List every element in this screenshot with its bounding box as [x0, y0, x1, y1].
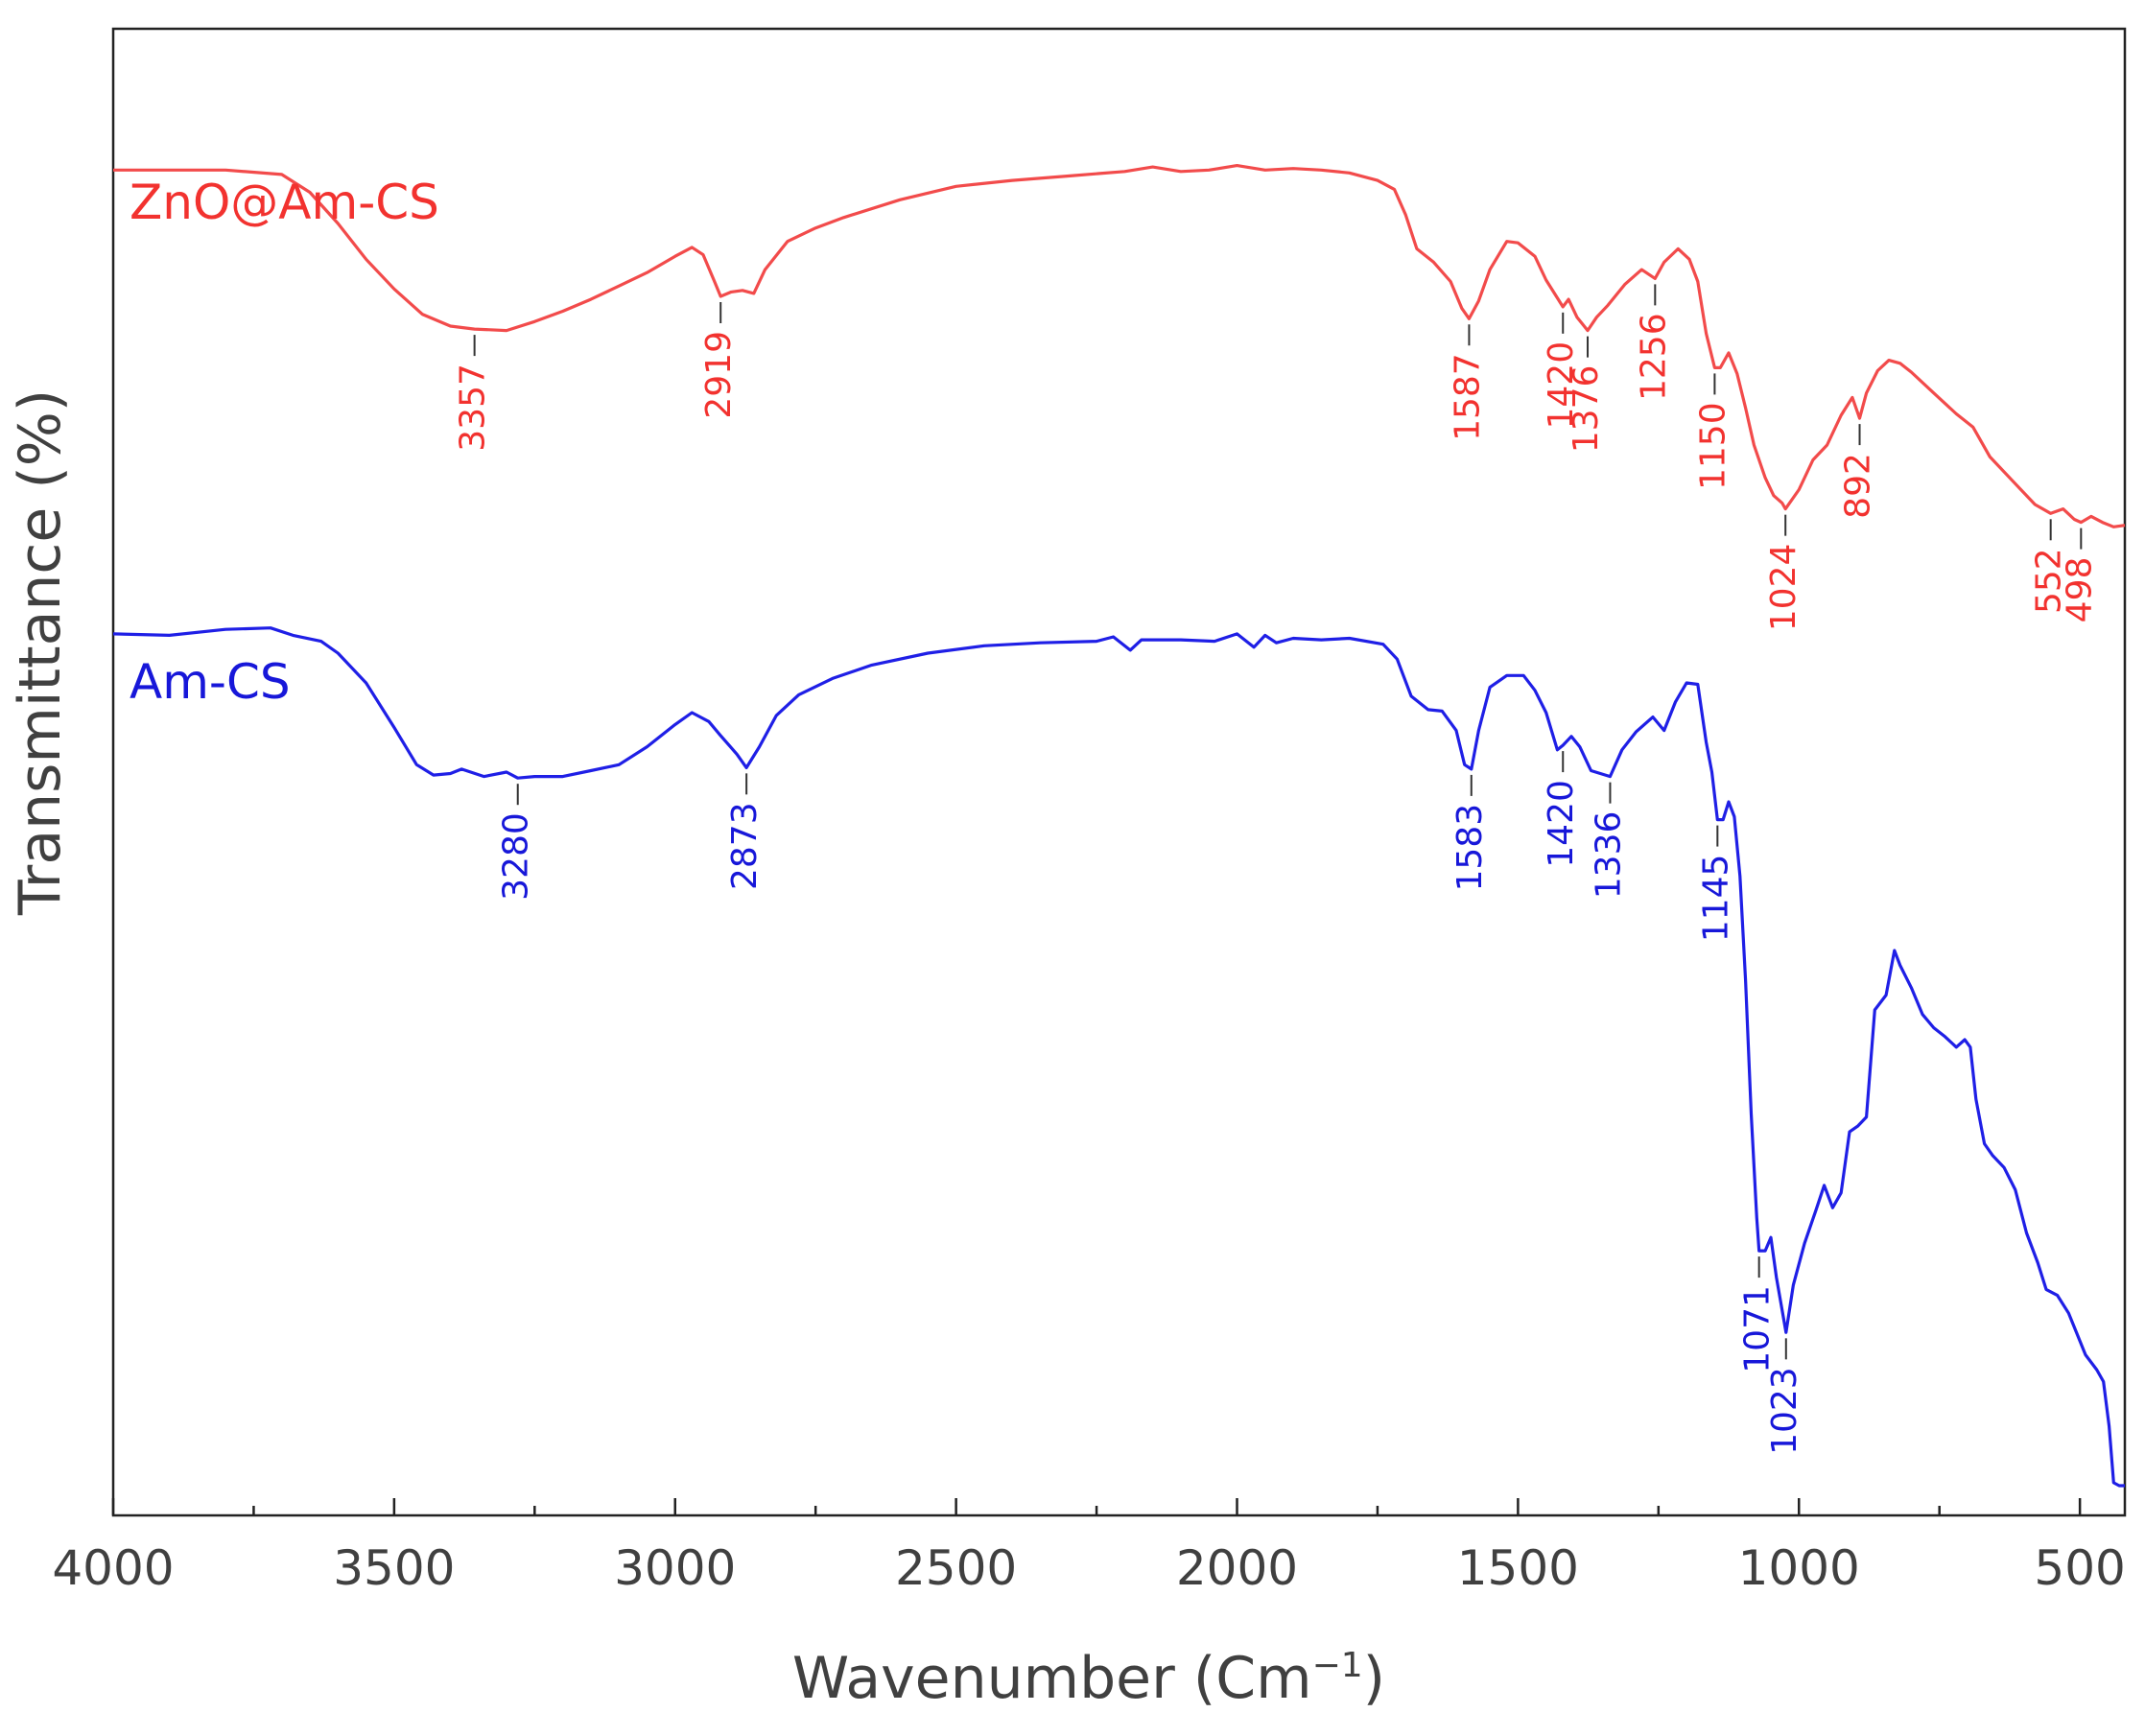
- peak-label: 1150: [1693, 402, 1732, 490]
- peak-label: 1376: [1567, 365, 1606, 454]
- peak-label: 552: [2030, 548, 2069, 614]
- x-tick-label: 1000: [1738, 1540, 1860, 1596]
- series-name-label: Am-CS: [130, 654, 291, 710]
- x-tick-label: 500: [2034, 1540, 2125, 1596]
- x-tick-label: 2000: [1176, 1540, 1298, 1596]
- peak-label: 1071: [1738, 1285, 1778, 1373]
- y-axis-title: Transmittance (%): [7, 389, 74, 916]
- peak-label: 1024: [1764, 544, 1803, 632]
- x-tick-label: 2500: [895, 1540, 1017, 1596]
- series-line: [112, 626, 2125, 1488]
- x-ticks: 4000 3500 3000 2500 2000 1500 1000 500: [52, 1498, 2126, 1596]
- peak-label: 1336: [1589, 811, 1628, 900]
- peak-label: 1587: [1448, 353, 1487, 441]
- x-tick-label: 1500: [1457, 1540, 1579, 1596]
- x-tick-label: 3000: [614, 1540, 736, 1596]
- peak-label: 3357: [454, 364, 493, 452]
- series-line: [113, 164, 2126, 528]
- peak-label: 1420: [1542, 780, 1581, 868]
- peak-label: 2873: [725, 802, 765, 890]
- peak-label: 892: [1839, 453, 1878, 519]
- peak-label: 1256: [1634, 313, 1673, 401]
- peak-label: 1420: [1542, 341, 1581, 430]
- peak-label: 1583: [1450, 804, 1490, 892]
- peak-label: 1023: [1765, 1367, 1804, 1455]
- x-tick-label: 3500: [333, 1540, 455, 1596]
- peak-label: 1145: [1696, 855, 1735, 943]
- x-axis-title: Wavenumber (Cm−1): [792, 1645, 1385, 1712]
- series-name-label: ZnO@Am-CS: [130, 175, 439, 230]
- peak-label: 2919: [699, 331, 739, 419]
- peak-label: 3280: [497, 812, 536, 901]
- peak-label: 498: [2060, 557, 2099, 623]
- plot-frame: [111, 27, 2127, 1517]
- series-layer: [112, 164, 2126, 1488]
- x-tick-label: 4000: [52, 1540, 174, 1596]
